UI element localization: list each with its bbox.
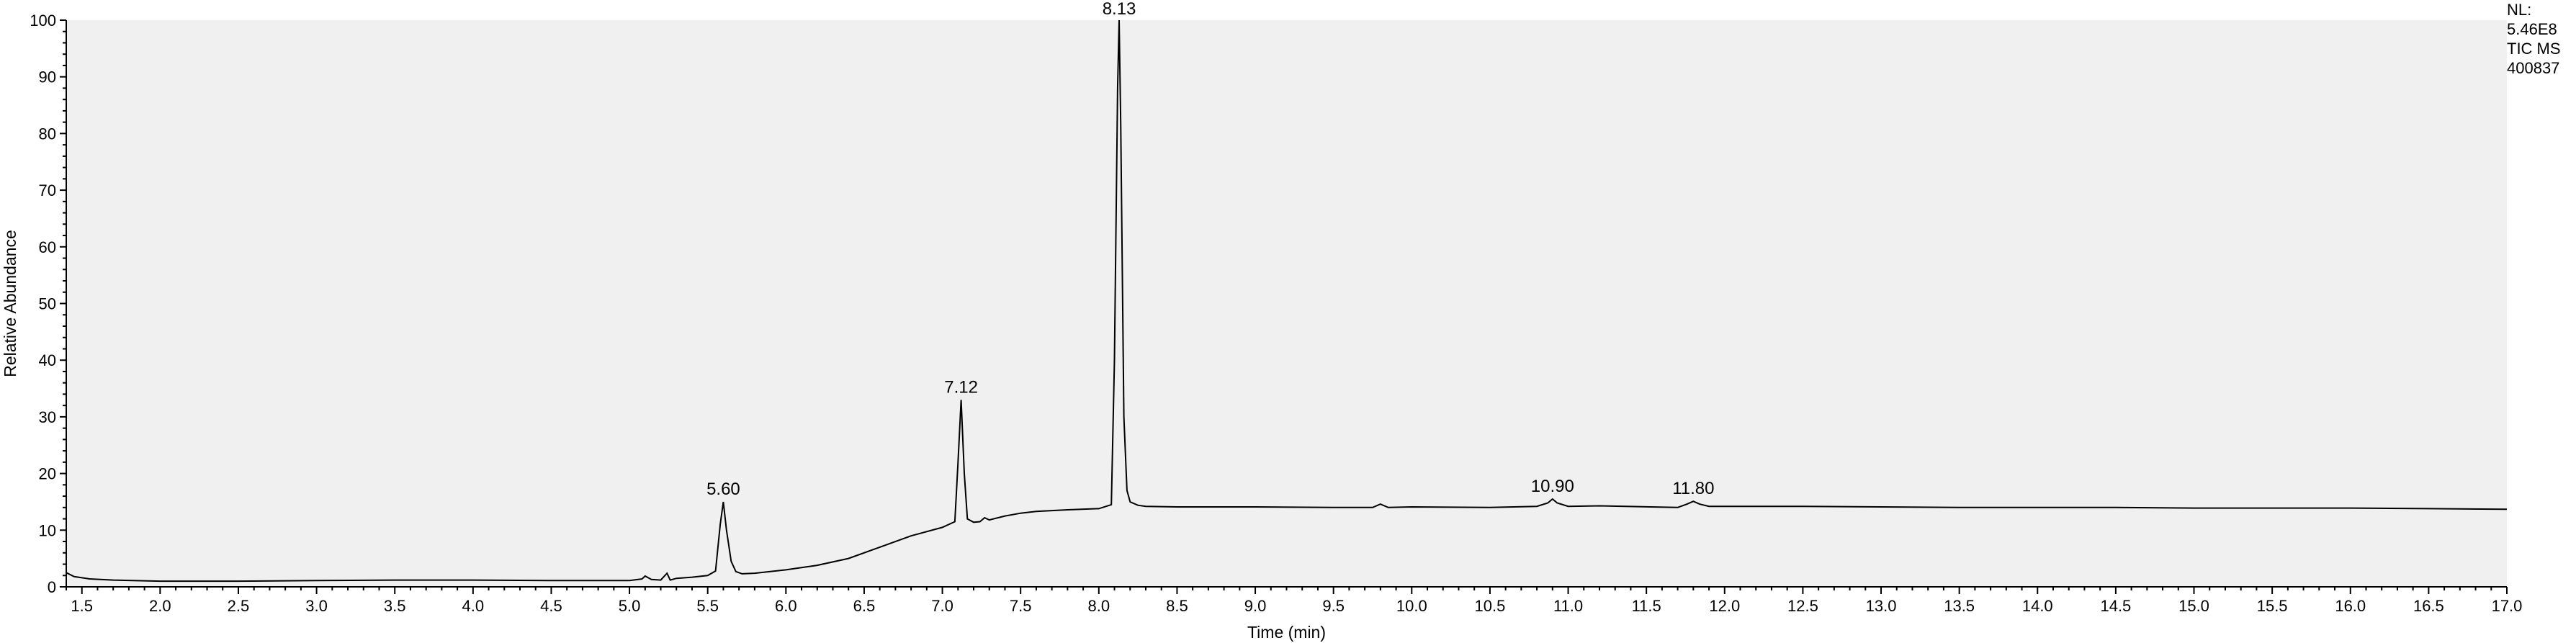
x-tick-label: 13.0 bbox=[1866, 597, 1897, 615]
x-tick-label: 5.0 bbox=[619, 597, 641, 615]
x-tick-label: 12.5 bbox=[1787, 597, 1818, 615]
x-axis: 1.5 2.0 2.5 3.0 3.5 4.0 4.5 5.0 5.5 6.0 6.5 7.0 7.5 8… bbox=[66, 587, 2522, 615]
x-tick-label: 11.0 bbox=[1553, 597, 1583, 615]
y-tick-label: 30 bbox=[39, 408, 56, 426]
x-tick-label: 8.0 bbox=[1088, 597, 1110, 615]
normalization-label: NL: bbox=[2507, 1, 2532, 19]
peak-label: 10.90 bbox=[1531, 477, 1574, 496]
y-tick-label: 80 bbox=[39, 125, 56, 143]
y-axis: 0 10 20 30 40 50 60 70 80 90 100 bbox=[30, 12, 66, 596]
x-tick-label: 14.5 bbox=[2100, 597, 2131, 615]
x-tick-label: 4.0 bbox=[462, 597, 485, 615]
y-tick-label: 90 bbox=[39, 68, 56, 86]
x-tick-label: 7.5 bbox=[1010, 597, 1032, 615]
peak-labels: 5.60 7.12 8.13 10.90 11.80 bbox=[706, 0, 1714, 499]
y-tick-label: 0 bbox=[48, 578, 56, 596]
x-tick-label: 10.0 bbox=[1396, 597, 1427, 615]
x-tick-label: 17.0 bbox=[2492, 597, 2523, 615]
peak-label: 8.13 bbox=[1103, 0, 1136, 19]
x-tick-label: 3.0 bbox=[305, 597, 328, 615]
y-tick-label: 50 bbox=[39, 295, 56, 313]
normalization-value: 5.46E8 bbox=[2507, 20, 2557, 38]
info-panel: NL: 5.46E8 TIC MS 400837 bbox=[2507, 0, 2561, 78]
x-tick-label: 2.5 bbox=[228, 597, 250, 615]
x-tick-label: 8.5 bbox=[1166, 597, 1188, 615]
x-tick-label: 16.0 bbox=[2335, 597, 2366, 615]
x-tick-label: 15.0 bbox=[2178, 597, 2209, 615]
x-axis-title: Time (min) bbox=[1247, 623, 1326, 642]
x-tick-label: 14.0 bbox=[2022, 597, 2053, 615]
plot-area bbox=[66, 20, 2507, 587]
y-tick-label: 70 bbox=[39, 181, 56, 199]
y-tick-label: 60 bbox=[39, 238, 56, 256]
x-tick-label: 7.0 bbox=[931, 597, 953, 615]
file-id: 400837 bbox=[2507, 59, 2560, 77]
x-tick-label: 1.5 bbox=[71, 597, 93, 615]
x-tick-label: 3.5 bbox=[384, 597, 406, 615]
peak-label: 11.80 bbox=[1672, 479, 1714, 498]
y-tick-label: 40 bbox=[39, 351, 56, 369]
x-tick-label: 2.0 bbox=[149, 597, 171, 615]
x-tick-label: 12.0 bbox=[1709, 597, 1740, 615]
x-tick-label: 9.0 bbox=[1244, 597, 1267, 615]
scan-filter: TIC MS bbox=[2507, 40, 2561, 58]
x-tick-label: 16.5 bbox=[2413, 597, 2444, 615]
y-axis-title: Relative Abundance bbox=[1, 230, 19, 377]
y-tick-label: 100 bbox=[30, 12, 56, 30]
x-tick-label: 13.5 bbox=[1944, 597, 1975, 615]
tic-trace-line bbox=[66, 19, 2508, 583]
x-tick-label: 4.5 bbox=[540, 597, 562, 615]
y-tick-label: 20 bbox=[39, 465, 56, 483]
peak-label: 5.60 bbox=[706, 480, 740, 499]
y-tick-label: 10 bbox=[39, 521, 56, 539]
x-tick-label: 15.5 bbox=[2257, 597, 2288, 615]
peak-label: 7.12 bbox=[944, 377, 978, 397]
x-tick-label: 5.5 bbox=[696, 597, 719, 615]
x-tick-label: 9.5 bbox=[1322, 597, 1345, 615]
x-tick-label: 10.5 bbox=[1475, 597, 1506, 615]
x-tick-label: 6.0 bbox=[775, 597, 797, 615]
x-tick-label: 11.5 bbox=[1632, 597, 1661, 615]
x-tick-label: 6.5 bbox=[853, 597, 876, 615]
